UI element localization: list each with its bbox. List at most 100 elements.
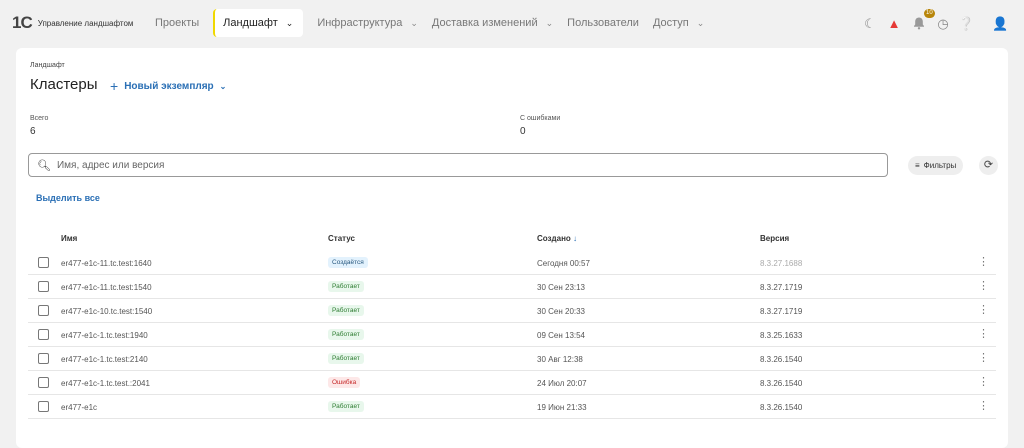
table-row[interactable]: er477-e1c-1.tc.test:1940 Работает 09 Сен… — [28, 323, 996, 347]
chevron-down-icon: ⌄ — [545, 17, 554, 28]
row-checkbox[interactable] — [38, 305, 49, 316]
bell-icon[interactable] — [912, 16, 926, 30]
version: 8.3.26.1540 — [760, 355, 803, 364]
nav-list: Проекты Ландшафт ⌄ Инфраструктура ⌄ Достав… — [155, 9, 704, 37]
select-all-link[interactable]: Выделить все — [36, 193, 100, 203]
clusters-card: Ландшафт Кластеры + Новый экземпляр ⌄ Всег… — [16, 48, 1008, 448]
row-checkbox[interactable] — [38, 281, 49, 292]
chevron-down-icon: ⌄ — [219, 81, 227, 91]
version: 8.3.27.1719 — [760, 283, 803, 292]
cluster-name[interactable]: er477-e1c-1.tc.test:1940 — [61, 331, 148, 340]
status-badge: Работает — [328, 401, 364, 412]
nav-label: Ландшафт — [223, 17, 278, 29]
row-checkbox[interactable] — [38, 401, 49, 412]
page-title: Кластеры — [30, 76, 98, 93]
version: 8.3.27.1688 — [760, 259, 803, 268]
history-icon[interactable]: ◷ — [937, 16, 949, 31]
status-badge: Работает — [328, 353, 364, 364]
column-version[interactable]: Версия — [760, 234, 790, 243]
version: 8.3.27.1719 — [760, 307, 803, 316]
row-checkbox[interactable] — [38, 329, 49, 340]
status-badge: Работает — [328, 305, 364, 316]
created-date: Сегодня 00:57 — [537, 259, 590, 268]
chevron-down-icon: ⌄ — [285, 17, 294, 28]
user-icon[interactable]: 👤 — [992, 16, 1009, 31]
more-vert-icon[interactable]: ⋮ — [978, 352, 989, 364]
nav-label: Пользователи — [567, 17, 639, 29]
brand[interactable]: 1С Управление ландшафтом — [12, 12, 133, 34]
top-nav: 1С Управление ландшафтом Проекты Ландшаф… — [0, 0, 1024, 46]
moon-icon[interactable]: ☾ — [864, 16, 876, 31]
cluster-name[interactable]: er477-e1c — [61, 403, 98, 412]
filters-button[interactable]: ≡ Фильтры — [908, 156, 964, 175]
logo: 1С — [12, 13, 33, 32]
stat-errors-label: С ошибками — [520, 115, 561, 122]
column-created[interactable]: Создано ↓ — [537, 234, 577, 243]
table-row[interactable]: er477-e1c-10.tc.test:1540 Работает 30 Се… — [28, 299, 996, 323]
cluster-name[interactable]: er477-e1c-10.tc.test:1540 — [61, 307, 153, 316]
created-date: 19 Июн 21:33 — [537, 403, 587, 412]
plus-icon: + — [110, 78, 119, 94]
search-icon: 🔍︎ — [37, 159, 51, 172]
status-badge: Создаётся — [328, 257, 368, 268]
row-checkbox[interactable] — [38, 377, 49, 388]
more-vert-icon[interactable]: ⋮ — [978, 400, 989, 412]
created-date: 24 Июл 20:07 — [537, 379, 587, 388]
table-row[interactable]: er477-e1c Работает 19 Июн 21:33 8.3.26.1… — [28, 395, 996, 419]
warning-icon[interactable]: ▲ — [887, 16, 901, 31]
filter-icon: ≡ — [915, 161, 920, 170]
created-date: 09 Сен 13:54 — [537, 331, 586, 340]
more-vert-icon[interactable]: ⋮ — [978, 280, 989, 292]
created-date: 30 Сен 23:13 — [537, 283, 586, 292]
cluster-name[interactable]: er477-e1c-1.tc.test:2140 — [61, 355, 148, 364]
row-checkbox[interactable] — [38, 257, 49, 268]
more-vert-icon[interactable]: ⋮ — [978, 304, 989, 316]
new-instance-button[interactable]: + Новый экземпляр ⌄ — [110, 78, 226, 94]
notification-badge: 10 — [924, 9, 935, 18]
status-badge: Ошибка — [328, 377, 361, 388]
column-created-label: Создано — [537, 234, 571, 243]
table-row[interactable]: er477-e1c-1.tc.test:2140 Работает 30 Авг… — [28, 347, 996, 371]
nav-landscape[interactable]: Ландшафт ⌄ — [213, 9, 304, 37]
table-row[interactable]: er477-e1c-1.tc.test.:2041 Ошибка 24 Июл … — [28, 371, 996, 395]
version: 8.3.26.1540 — [760, 403, 803, 412]
cluster-name[interactable]: er477-e1c-11.tc.test:1640 — [61, 259, 152, 268]
sort-arrow-icon: ↓ — [573, 234, 578, 243]
filters-label: Фильтры — [923, 161, 957, 170]
chevron-down-icon: ⌄ — [410, 17, 418, 28]
search-input[interactable]: 🔍︎ Имя, адрес или версия — [28, 153, 888, 177]
stat-total-value: 6 — [30, 126, 36, 137]
breadcrumb[interactable]: Ландшафт — [30, 62, 65, 69]
status-badge: Работает — [328, 281, 364, 292]
nav-users[interactable]: Пользователи — [567, 9, 639, 37]
nav-label: Доставка изменений — [431, 17, 538, 29]
nav-projects[interactable]: Проекты — [155, 9, 199, 37]
search-placeholder: Имя, адрес или версия — [56, 159, 165, 171]
nav-access[interactable]: Доступ ⌄ — [653, 9, 704, 37]
nav-label: Инфраструктура — [317, 17, 403, 29]
more-vert-icon[interactable]: ⋮ — [978, 376, 989, 388]
refresh-icon[interactable]: ⟳ — [979, 156, 998, 175]
stat-total-label: Всего — [30, 115, 49, 122]
table-row[interactable]: er477-e1c-11.tc.test:1640 Создаётся Сего… — [28, 251, 996, 275]
table-row[interactable]: er477-e1c-11.tc.test:1540 Работает 30 Се… — [28, 275, 996, 299]
cluster-name[interactable]: er477-e1c-1.tc.test.:2041 — [61, 379, 150, 388]
help-icon[interactable]: ❔ — [958, 16, 975, 31]
chevron-down-icon: ⌄ — [696, 17, 705, 28]
more-vert-icon[interactable]: ⋮ — [978, 256, 989, 268]
status-badge: Работает — [328, 329, 364, 340]
stat-errors-value: 0 — [520, 126, 526, 137]
version: 8.3.25.1633 — [760, 331, 803, 340]
column-name[interactable]: Имя — [61, 234, 78, 243]
nav-infrastructure[interactable]: Инфраструктура ⌄ — [317, 9, 418, 37]
app-name: Управление ландшафтом — [37, 18, 134, 28]
nav-label: Доступ — [652, 17, 689, 29]
created-date: 30 Сен 20:33 — [537, 307, 586, 316]
row-checkbox[interactable] — [38, 353, 49, 364]
cluster-name[interactable]: er477-e1c-11.tc.test:1540 — [61, 283, 152, 292]
created-date: 30 Авг 12:38 — [537, 355, 583, 364]
new-instance-label: Новый экземпляр — [124, 80, 214, 92]
nav-delivery[interactable]: Доставка изменений ⌄ — [432, 9, 553, 37]
column-status[interactable]: Статус — [328, 234, 355, 243]
more-vert-icon[interactable]: ⋮ — [978, 328, 989, 340]
